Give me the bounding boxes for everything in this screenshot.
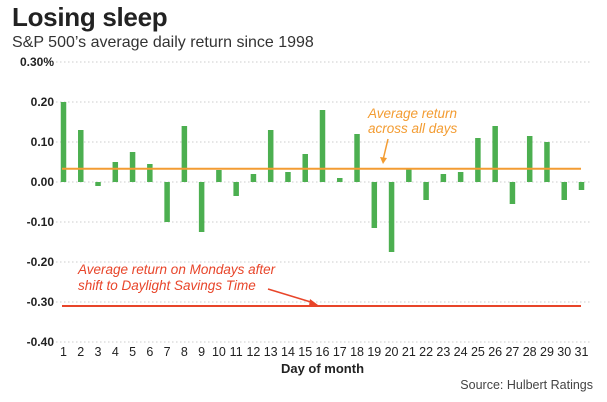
- x-tick-label: 15: [298, 345, 312, 359]
- bar: [181, 126, 188, 182]
- x-tick-label: 23: [436, 345, 450, 359]
- dst-monday-label: Average return on Mondays after: [77, 262, 276, 277]
- bar: [423, 182, 429, 200]
- bar: [526, 136, 533, 182]
- bar: [578, 182, 585, 190]
- y-tick-label: 0.00: [31, 175, 55, 189]
- bar: [198, 182, 205, 232]
- x-tick-label: 25: [471, 345, 485, 359]
- x-tick-label: 21: [402, 345, 416, 359]
- y-tick-label: 0.10: [31, 135, 55, 149]
- average-return-label: Average return: [367, 106, 457, 121]
- bar: [440, 174, 447, 182]
- x-tick-label: 4: [112, 345, 119, 359]
- y-tick-label: -0.10: [27, 215, 55, 229]
- x-tick-label: 26: [488, 345, 502, 359]
- bar: [337, 178, 343, 182]
- bar: [267, 130, 274, 182]
- y-tick-label: 0.30%: [20, 55, 54, 69]
- bar: [78, 130, 84, 182]
- x-tick-label: 19: [367, 345, 381, 359]
- bar: [95, 182, 101, 186]
- x-tick-label: 17: [333, 345, 347, 359]
- bar: [147, 164, 153, 182]
- bar: [475, 138, 481, 182]
- bar: [285, 172, 291, 182]
- x-tick-label: 8: [181, 345, 188, 359]
- x-tick-label: 10: [212, 345, 226, 359]
- x-tick-label: 6: [146, 345, 153, 359]
- x-axis-title: Day of month: [281, 361, 364, 376]
- dst-monday-arrow: [267, 288, 315, 304]
- bar: [250, 174, 257, 182]
- x-tick-label: 30: [557, 345, 571, 359]
- average-return-label: across all days: [368, 121, 458, 136]
- x-tick-label: 7: [164, 345, 171, 359]
- bar: [371, 182, 378, 228]
- bar: [354, 134, 360, 182]
- x-tick-label: 20: [385, 345, 399, 359]
- x-tick-label: 16: [316, 345, 330, 359]
- average-return-arrow: [382, 138, 389, 161]
- x-tick-label: 12: [246, 345, 260, 359]
- average-return-arrowhead: [380, 157, 387, 164]
- x-tick-label: 24: [454, 345, 468, 359]
- bar: [164, 182, 170, 222]
- bar: [233, 182, 239, 196]
- chart-subtitle: S&P 500’s average daily return since 199…: [12, 34, 314, 51]
- bar: [561, 182, 567, 200]
- bar: [60, 102, 67, 182]
- bar: [319, 110, 326, 182]
- x-tick-label: 11: [230, 345, 243, 359]
- bar: [216, 170, 222, 182]
- dst-monday-arrowhead: [309, 299, 318, 306]
- bar: [509, 182, 516, 204]
- x-tick-label: 14: [281, 345, 295, 359]
- y-tick-label: -0.20: [27, 255, 55, 269]
- x-tick-label: 22: [419, 345, 433, 359]
- bar: [406, 168, 412, 182]
- bar: [112, 162, 119, 182]
- x-tick-label: 2: [77, 345, 84, 359]
- bar: [544, 142, 550, 182]
- source-note: Source: Hulbert Ratings: [460, 378, 593, 392]
- x-tick-label: 9: [198, 345, 205, 359]
- bar: [457, 172, 464, 182]
- y-tick-label: 0.20: [31, 95, 55, 109]
- y-tick-label: -0.30: [27, 295, 55, 309]
- bar: [129, 152, 136, 182]
- bar: [388, 182, 395, 252]
- y-tick-label: -0.40: [27, 335, 55, 349]
- x-tick-label: 3: [95, 345, 102, 359]
- x-tick-label: 5: [129, 345, 136, 359]
- x-tick-label: 18: [350, 345, 364, 359]
- x-tick-label: 13: [264, 345, 278, 359]
- x-tick-label: 29: [540, 345, 554, 359]
- x-tick-label: 27: [505, 345, 519, 359]
- x-tick-label: 1: [60, 345, 67, 359]
- dst-monday-label: shift to Daylight Savings Time: [78, 278, 256, 293]
- x-tick-label: 28: [523, 345, 537, 359]
- x-tick-label: 31: [575, 345, 589, 359]
- chart-title: Losing sleep: [12, 2, 168, 32]
- bar: [492, 126, 498, 182]
